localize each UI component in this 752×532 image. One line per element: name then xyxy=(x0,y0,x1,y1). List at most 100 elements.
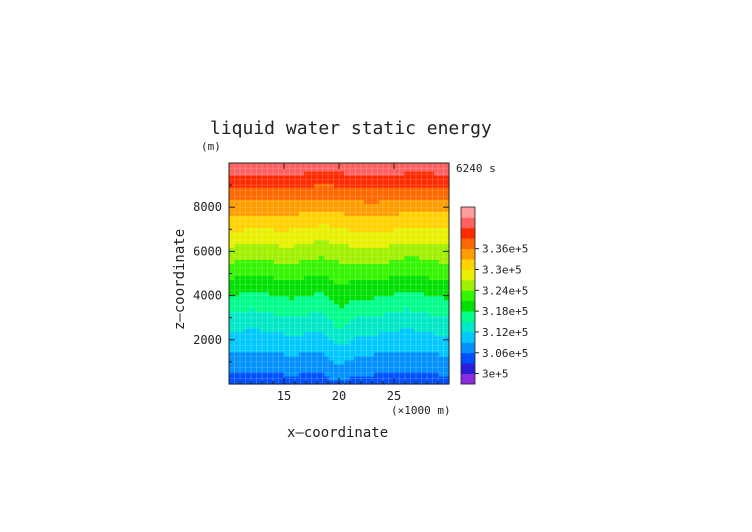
field-cell xyxy=(324,379,330,385)
field-cell xyxy=(304,175,310,180)
field-cell xyxy=(334,259,340,265)
field-cell xyxy=(344,287,350,293)
field-cell xyxy=(314,351,320,357)
field-cell xyxy=(409,195,415,200)
field-cell xyxy=(374,223,380,228)
field-cell xyxy=(259,303,265,309)
field-cell xyxy=(344,335,350,341)
field-cell xyxy=(284,287,290,293)
field-cell xyxy=(394,227,400,232)
colorbar-swatch xyxy=(461,217,475,229)
field-cell xyxy=(254,335,260,341)
field-cell xyxy=(244,359,250,365)
field-cell xyxy=(404,351,410,357)
field-cell xyxy=(379,339,385,345)
field-cell xyxy=(434,267,440,273)
field-cell xyxy=(429,227,435,232)
field-cell xyxy=(254,319,260,325)
field-cell xyxy=(434,327,440,333)
field-cell xyxy=(309,235,315,240)
field-cell xyxy=(269,351,275,357)
field-cell xyxy=(324,227,330,232)
field-cell xyxy=(284,275,290,281)
field-cell xyxy=(244,343,250,349)
field-cell xyxy=(399,327,405,333)
field-cell xyxy=(279,295,285,301)
field-cell xyxy=(414,187,420,192)
field-cell xyxy=(254,183,260,188)
colorbar-tick-label: 3.06e+5 xyxy=(482,347,528,360)
field-cell xyxy=(244,311,250,317)
field-cell xyxy=(339,359,345,365)
field-cell xyxy=(364,271,370,277)
field-cell xyxy=(244,251,250,257)
field-cell xyxy=(394,199,400,204)
field-cell xyxy=(284,307,290,313)
field-cell xyxy=(314,275,320,281)
field-cell xyxy=(254,351,260,357)
field-cell xyxy=(434,359,440,365)
field-cell xyxy=(339,319,345,325)
field-cell xyxy=(339,215,345,220)
field-cell xyxy=(364,263,370,269)
field-cell xyxy=(354,331,360,337)
field-cell xyxy=(319,255,325,261)
field-cell xyxy=(419,199,425,204)
field-cell xyxy=(329,299,335,305)
field-cell xyxy=(399,359,405,365)
field-cell xyxy=(264,359,270,365)
field-cell xyxy=(274,191,280,196)
field-cell xyxy=(314,363,320,369)
field-cell xyxy=(379,299,385,305)
field-cell xyxy=(239,175,245,180)
field-cell xyxy=(249,283,255,289)
field-cell xyxy=(239,379,245,385)
field-cell xyxy=(269,339,275,345)
field-cell xyxy=(434,255,440,261)
field-cell xyxy=(269,187,275,192)
field-cell xyxy=(229,211,235,216)
field-cell xyxy=(334,347,340,353)
field-cell xyxy=(364,215,370,220)
field-cell xyxy=(394,247,400,252)
field-cell xyxy=(294,287,300,293)
field-cell xyxy=(309,179,315,184)
field-cell xyxy=(369,251,375,257)
field-cell xyxy=(399,319,405,325)
field-cell xyxy=(419,355,425,361)
field-cell xyxy=(254,323,260,329)
field-cell xyxy=(289,203,295,208)
field-cell xyxy=(364,295,370,301)
field-cell xyxy=(244,163,250,168)
field-cell xyxy=(329,379,335,385)
field-cell xyxy=(409,367,415,373)
field-cell xyxy=(234,291,240,297)
field-cell xyxy=(274,363,280,369)
field-cell xyxy=(239,347,245,353)
field-cell xyxy=(324,243,330,248)
field-cell xyxy=(284,339,290,345)
field-cell xyxy=(334,199,340,204)
field-cell xyxy=(439,367,445,373)
field-cell xyxy=(314,195,320,200)
field-cell xyxy=(329,179,335,184)
field-cell xyxy=(419,183,425,188)
field-cell xyxy=(344,163,350,168)
field-cell xyxy=(389,303,395,309)
field-cell xyxy=(359,315,365,321)
field-cell xyxy=(319,335,325,341)
field-cell xyxy=(389,335,395,341)
field-cell xyxy=(404,179,410,184)
field-cell xyxy=(294,347,300,353)
field-cell xyxy=(409,319,415,325)
field-cell xyxy=(309,239,315,244)
field-cell xyxy=(409,207,415,212)
field-cell xyxy=(399,235,405,240)
colorbar-tick-label: 3e+5 xyxy=(482,368,509,381)
field-cell xyxy=(349,223,355,228)
field-cell xyxy=(259,299,265,305)
field-cell xyxy=(239,215,245,220)
field-cell xyxy=(399,203,405,208)
field-cell xyxy=(334,311,340,317)
field-cell xyxy=(289,379,295,385)
